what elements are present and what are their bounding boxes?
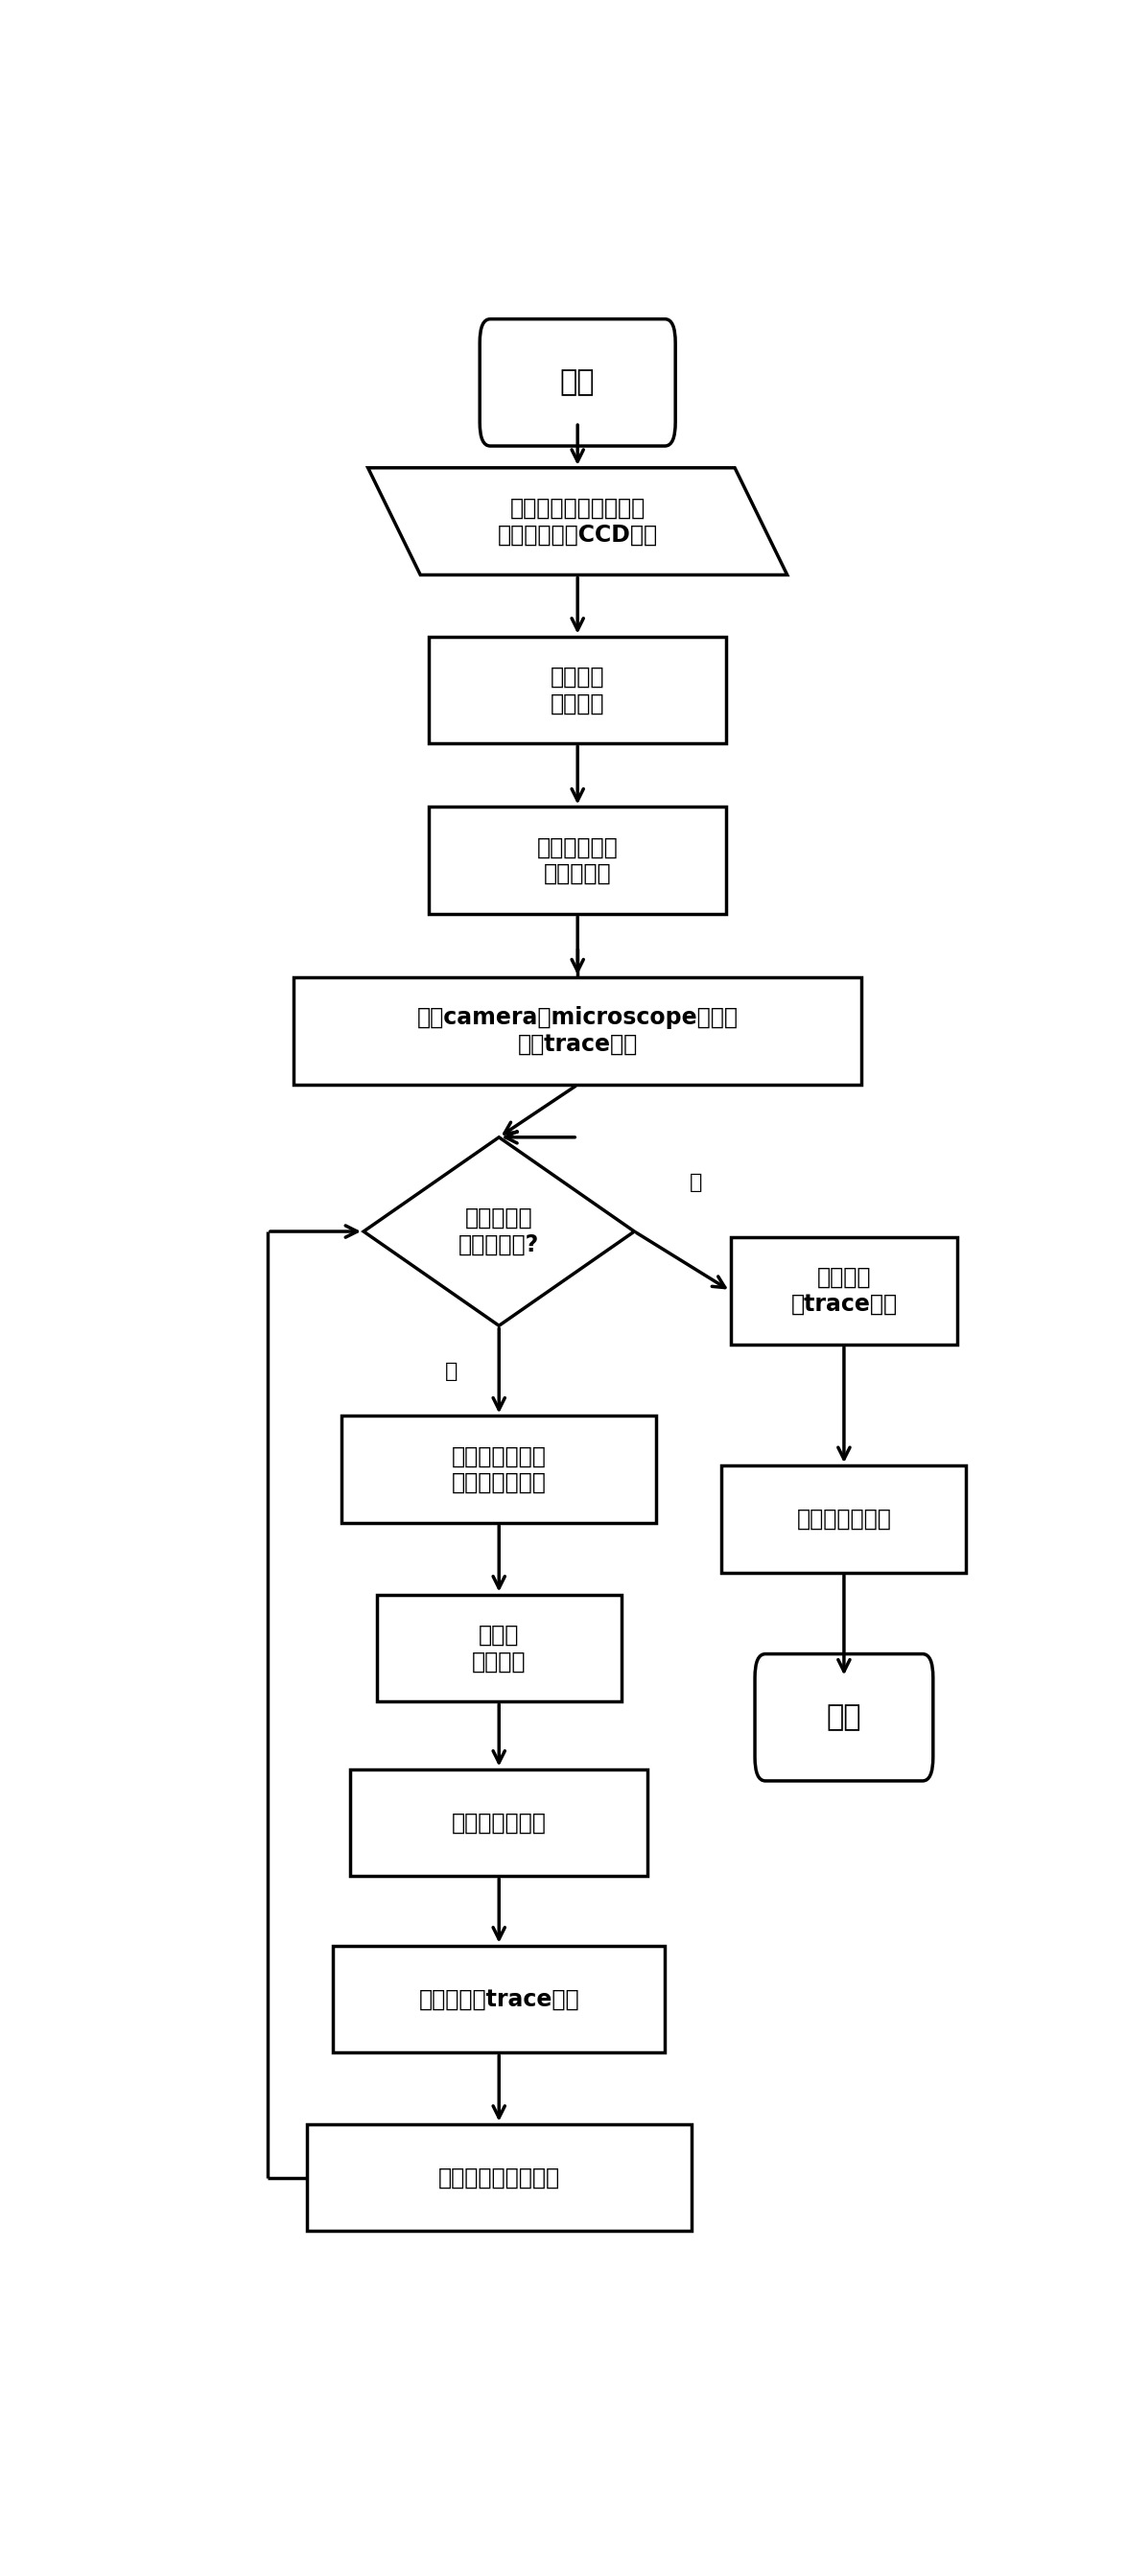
- Text: 传递参
数给电源: 传递参 数给电源: [472, 1623, 526, 1672]
- Polygon shape: [364, 1136, 635, 1327]
- Text: 写入参数到trace文件: 写入参数到trace文件: [418, 1989, 579, 2012]
- Text: 开始: 开始: [560, 368, 595, 397]
- Bar: [376, 1595, 621, 1703]
- Text: 采集、存储图片: 采集、存储图片: [452, 1811, 547, 1834]
- Bar: [350, 1770, 647, 1875]
- Bar: [429, 636, 726, 744]
- Text: 扫描参数在
设定范围内?: 扫描参数在 设定范围内?: [459, 1206, 540, 1257]
- Text: 是: 是: [444, 1360, 458, 1381]
- Text: 按命名规则建
立新文件夹: 按命名规则建 立新文件夹: [536, 835, 619, 886]
- Bar: [730, 1236, 958, 1345]
- Bar: [294, 976, 861, 1084]
- Text: 指定数据
存储路径: 指定数据 存储路径: [550, 665, 605, 714]
- Text: 关闭并保
存trace文件: 关闭并保 存trace文件: [791, 1267, 897, 1316]
- Text: 保存camera、microscope文件，
生成trace文件: 保存camera、microscope文件， 生成trace文件: [417, 1007, 738, 1056]
- Bar: [721, 1466, 966, 1571]
- Bar: [307, 2125, 691, 2231]
- Bar: [341, 1417, 656, 1522]
- Polygon shape: [367, 469, 787, 574]
- Text: 恢复扫描前参数: 恢复扫描前参数: [797, 1507, 891, 1530]
- Text: 计算与扫描参数
匹配的其它参数: 计算与扫描参数 匹配的其它参数: [452, 1445, 547, 1494]
- FancyBboxPatch shape: [755, 1654, 933, 1780]
- Text: 否: 否: [689, 1172, 702, 1193]
- Bar: [334, 1945, 665, 2053]
- Bar: [429, 806, 726, 914]
- FancyBboxPatch shape: [480, 319, 675, 446]
- Text: 结束: 结束: [826, 1703, 861, 1731]
- Text: 按步长增加扫描参数: 按步长增加扫描参数: [438, 2166, 560, 2190]
- Text: 输入扫描参数的始、末
值和步长，及CCD参数: 输入扫描参数的始、末 值和步长，及CCD参数: [497, 497, 658, 546]
